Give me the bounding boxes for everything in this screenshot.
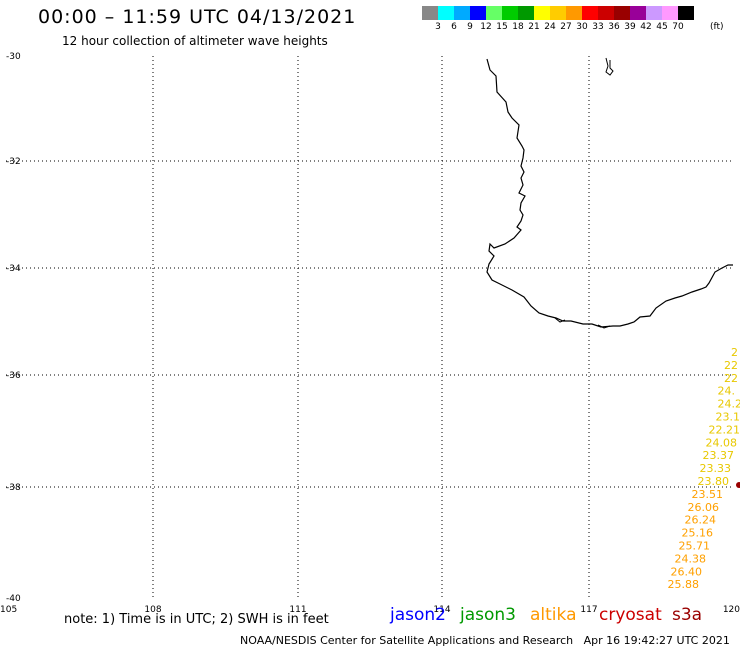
coastline-islet — [605, 57, 614, 76]
coastline-inlet — [554, 317, 611, 329]
legend-swatch — [582, 6, 598, 20]
legend-swatch — [454, 6, 470, 20]
wave-height-label: 25.88 — [668, 578, 700, 591]
longitude-label: 105 — [0, 605, 17, 615]
legend-label: 18 — [512, 22, 524, 32]
sat-jason3: jason3 — [460, 605, 516, 625]
legend-label: 30 — [576, 22, 588, 32]
legend-label: 15 — [496, 22, 508, 32]
legend-labels: 3 6 9 12 15 18 21 24 27 30 33 36 39 42 45 70 — [422, 22, 740, 34]
map-subtitle: 12 hour collection of altimeter wave hei… — [62, 34, 328, 48]
wave-height-label: 23.37 — [703, 449, 735, 462]
wave-height-label: 26.24 — [685, 514, 717, 527]
legend-swatch — [662, 6, 678, 20]
color-legend — [422, 6, 694, 20]
legend-swatch — [438, 6, 454, 20]
legend-label: 21 — [528, 22, 540, 32]
wave-height-label: 25.16 — [682, 527, 714, 540]
longitude-label: 114 — [433, 605, 450, 615]
wave-height-label: 2 — [731, 346, 738, 359]
legend-label: 24 — [544, 22, 556, 32]
legend-label: 70 — [672, 22, 684, 32]
legend-label: 3 — [435, 22, 441, 32]
longitude-label: 120 — [723, 605, 740, 615]
legend-swatch — [486, 6, 502, 20]
legend-label: 42 — [640, 22, 652, 32]
legend-label: 45 — [656, 22, 668, 32]
footer-credit: NOAA/NESDIS Center for Satellite Applica… — [240, 634, 730, 647]
sat-altika: altika — [530, 605, 577, 625]
wave-height-label: 22 — [724, 359, 738, 372]
wave-height-label: 23.80 — [698, 475, 730, 488]
wave-height-label: 22 — [724, 372, 738, 385]
wave-height-label: 25.71 — [679, 540, 711, 553]
graticule — [6, 56, 733, 598]
legend-label: 12 — [480, 22, 492, 32]
wave-height-label: 26.40 — [671, 565, 703, 578]
track-marker — [736, 482, 740, 488]
legend-label: 36 — [608, 22, 620, 32]
map-title: 00:00 – 11:59 UTC 04/13/2021 — [38, 6, 357, 28]
legend-swatch — [614, 6, 630, 20]
wave-height-label: 23.51 — [692, 488, 724, 501]
wave-height-label: 22.21 — [709, 423, 740, 436]
legend-swatch — [550, 6, 566, 20]
legend-swatch — [534, 6, 550, 20]
sat-cryosat: cryosat — [599, 605, 662, 625]
legend-label: 33 — [592, 22, 604, 32]
longitude-label: 108 — [144, 605, 161, 615]
latitude-label: -30 — [6, 52, 21, 62]
legend-swatch — [630, 6, 646, 20]
legend-swatch — [598, 6, 614, 20]
legend-label: 27 — [560, 22, 572, 32]
legend-label: 6 — [451, 22, 457, 32]
latitude-label: -36 — [6, 371, 21, 381]
latitude-label: -38 — [6, 483, 21, 493]
sat-s3a: s3a — [672, 605, 703, 625]
wave-height-label: 24.2 — [718, 398, 740, 411]
wave-height-label: 24. — [718, 385, 736, 398]
wave-height-label: 24.08 — [706, 436, 738, 449]
latitude-label: -34 — [6, 264, 21, 274]
legend-swatch — [566, 6, 582, 20]
legend-unit: (ft) — [710, 22, 724, 32]
coastline-western-australia — [486, 58, 733, 328]
wave-height-label: 23.1 — [716, 411, 740, 424]
latitude-label: -32 — [6, 157, 21, 167]
legend-swatch — [678, 6, 694, 20]
legend-label: 9 — [467, 22, 473, 32]
longitude-label: 117 — [580, 605, 597, 615]
wave-height-label: 26.06 — [688, 501, 720, 514]
legend-swatch — [646, 6, 662, 20]
footnote: note: 1) Time is in UTC; 2) SWH is in fe… — [64, 612, 329, 627]
legend-swatch — [470, 6, 486, 20]
longitude-label: 111 — [289, 605, 306, 615]
wave-height-label: 24.38 — [675, 552, 707, 565]
legend-swatch — [502, 6, 518, 20]
wave-height-label: 23.33 — [700, 462, 732, 475]
sat-jason2: jason2 — [390, 605, 446, 625]
legend-label: 39 — [624, 22, 636, 32]
legend-swatch — [518, 6, 534, 20]
legend-swatch — [422, 6, 438, 20]
latitude-label: -40 — [6, 594, 21, 604]
